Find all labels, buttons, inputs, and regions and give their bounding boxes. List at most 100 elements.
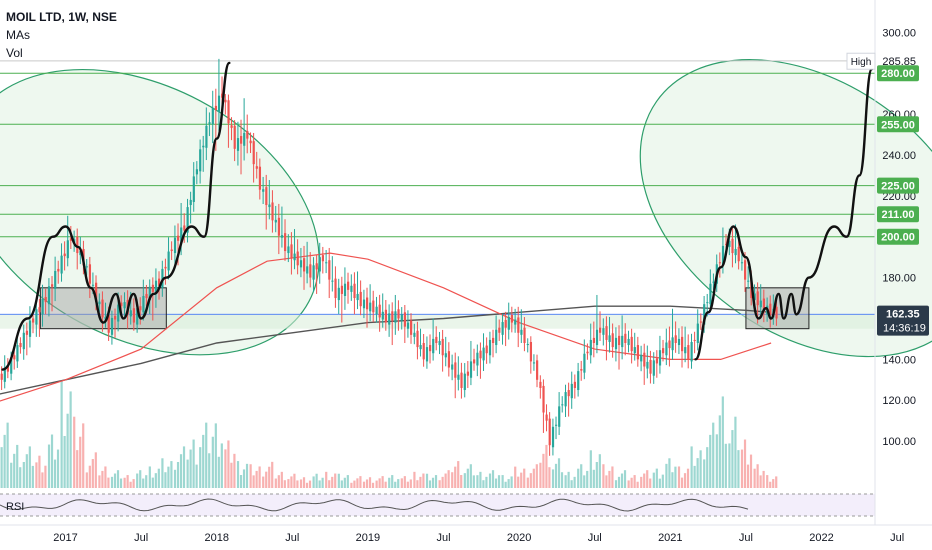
candle-body	[451, 364, 454, 370]
candle-body	[410, 320, 413, 335]
volume-bar	[242, 469, 246, 488]
volume-bar	[469, 464, 472, 488]
volume-bar	[517, 476, 520, 488]
volume-bar	[542, 453, 545, 488]
candle-body	[504, 320, 507, 328]
price-tick-label: 140.00	[882, 354, 916, 366]
candle-body	[240, 136, 243, 144]
candle-body	[529, 341, 533, 362]
candle-body	[769, 303, 772, 316]
volume-bar	[321, 477, 324, 488]
candle-body	[422, 343, 425, 360]
candle-body	[378, 304, 381, 318]
volume-bar	[391, 475, 394, 488]
volume-bar	[762, 470, 765, 488]
rsi-label: RSI	[6, 501, 24, 513]
indicator-mas-label[interactable]: MAs	[6, 28, 30, 42]
volume-bar	[737, 450, 740, 488]
volume-bar	[44, 465, 47, 488]
candle-body	[567, 390, 570, 397]
volume-bar	[220, 443, 223, 488]
volume-bar	[371, 482, 375, 488]
volume-bar	[230, 462, 233, 488]
pattern-curve	[694, 67, 874, 361]
volume-bar	[328, 480, 331, 488]
volume-bar	[85, 472, 88, 488]
ma-fast-line	[0, 252, 772, 402]
candle-body	[154, 280, 158, 294]
volume-bar	[466, 468, 469, 488]
volume-bar	[353, 480, 356, 488]
last-price-value: 162.35	[886, 309, 920, 321]
candle-body	[51, 284, 54, 287]
volume-bar	[652, 472, 655, 488]
candle-body	[334, 278, 337, 299]
price-tags: 280.00 255.00 225.00 211.00 200.00 High 285.85…	[846, 52, 929, 336]
volume-bar	[564, 475, 567, 488]
candle-body	[243, 132, 246, 146]
volume-bar	[378, 478, 381, 488]
candle-body	[312, 265, 315, 280]
volume-bar	[611, 466, 614, 488]
candle-body	[419, 345, 422, 350]
symbol-title[interactable]: MOIL LTD, 1W, NSE	[6, 10, 117, 24]
candle-body	[425, 347, 429, 362]
volume-bar	[186, 459, 189, 488]
time-axis[interactable]: 2017 Jul 2018 Jul 2019 Jul 2020 Jul 2021 Jul 2022 J…	[0, 524, 932, 544]
volume-bar	[41, 472, 44, 488]
candle-body	[397, 309, 400, 319]
volume-bar	[325, 471, 328, 488]
candle-body	[731, 238, 734, 254]
volume-bar	[680, 477, 684, 488]
candle-body	[217, 95, 221, 113]
candle-body	[177, 235, 180, 241]
price-tick-label: 180.00	[882, 273, 916, 285]
candle-body	[117, 304, 120, 322]
candle-body	[303, 258, 306, 272]
pattern-drawings	[1, 61, 874, 371]
candle-body	[91, 284, 95, 286]
volume-bar	[444, 473, 447, 488]
volume-bar	[520, 472, 523, 488]
candle-body	[403, 312, 407, 327]
candle-body	[611, 333, 614, 348]
candle-body	[60, 255, 63, 274]
candle-body	[718, 262, 722, 264]
volume-bar	[677, 466, 681, 488]
candle-body	[136, 308, 139, 325]
indicator-vol-label[interactable]: Vol	[6, 46, 23, 60]
volume-bar	[13, 453, 16, 488]
candle-body	[284, 233, 287, 252]
candle-body	[602, 328, 605, 335]
candle-body	[107, 314, 110, 333]
volume-bar	[605, 475, 608, 488]
candle-body	[759, 300, 762, 308]
volume-bar	[375, 480, 378, 488]
volume-bar	[775, 476, 778, 488]
volume-bar	[507, 479, 510, 488]
candle-body	[721, 245, 725, 266]
candle-body	[151, 284, 155, 292]
time-tick-label: Jul	[436, 532, 450, 544]
volume-bar	[356, 478, 359, 488]
volume-bar	[195, 464, 198, 488]
candle-body	[640, 354, 643, 362]
volume-bars	[0, 380, 778, 488]
candle-body	[668, 340, 671, 349]
price-axis[interactable]: 300.00260.00240.00220.00180.00140.00120.…	[874, 0, 916, 525]
volume-bar	[731, 430, 734, 488]
volume-bar	[504, 481, 507, 488]
volume-bar	[157, 468, 160, 488]
volume-bar	[577, 468, 580, 488]
candle-body	[353, 283, 356, 299]
candle-body	[416, 330, 419, 348]
volume-bar	[573, 476, 576, 488]
volume-bar	[589, 450, 592, 488]
candle-body	[734, 248, 737, 256]
candle-body	[252, 141, 255, 165]
time-tick-label: Jul	[588, 532, 602, 544]
volume-bar	[743, 439, 747, 488]
volume-bar	[683, 473, 687, 488]
volume-bar	[47, 444, 51, 488]
